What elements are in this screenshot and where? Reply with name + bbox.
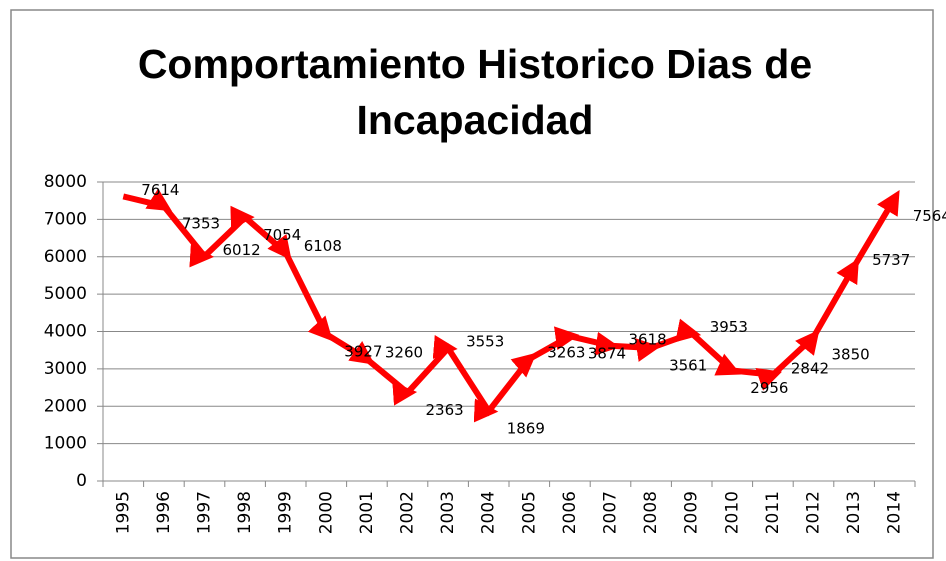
x-tick-label: 1995 [113,491,133,534]
data-label: 3850 [832,346,870,364]
x-tick-label: 2014 [885,491,905,534]
y-tick-label: 6000 [44,247,87,267]
data-label: 3260 [385,344,423,362]
y-tick-label: 3000 [44,359,87,379]
y-tick-label: 1000 [44,434,87,454]
x-tick-label: 2010 [722,491,742,534]
data-label: 7353 [182,215,220,233]
data-label: 2842 [791,359,829,377]
y-tick-label: 8000 [44,172,87,192]
x-tick-label: 2003 [438,491,458,534]
x-tick-label: 2013 [844,491,864,534]
data-label: 6108 [304,237,342,255]
x-tick-label: 1999 [276,491,296,534]
x-tick-label: 2005 [519,491,539,534]
data-label: 5737 [872,251,910,269]
data-label: 3263 [547,344,585,362]
data-label: 6012 [223,241,261,259]
x-tick-label: 2007 [601,491,621,534]
y-tick-label: 2000 [44,396,87,416]
x-tick-label: 2012 [804,491,824,534]
chart-title: Comportamiento Historico Dias de Incapac… [137,41,813,143]
data-label: 3953 [710,318,748,336]
x-tick-label: 2009 [682,491,702,534]
data-label: 2956 [750,379,788,397]
x-tick-label: 2006 [560,491,580,534]
data-label: 3874 [588,345,626,363]
x-tick-label: 1997 [195,491,215,534]
x-tick-label: 2004 [479,491,499,534]
data-label: 2363 [426,401,464,419]
data-label: 7614 [141,181,179,199]
y-tick-label: 0 [76,471,87,491]
data-label: 3561 [669,356,707,374]
data-label: 7564 [913,207,946,225]
x-tick-label: 2011 [763,491,783,534]
data-label: 3927 [344,343,382,361]
y-tick-label: 5000 [44,284,87,304]
data-label: 1869 [507,420,545,438]
x-tick-label: 1998 [235,491,255,534]
x-tick-label: 2001 [357,491,377,534]
data-line [122,188,900,423]
data-label: 7054 [263,226,301,244]
data-label: 3618 [629,330,667,348]
chart-frame [10,9,934,559]
y-tick-label: 7000 [44,209,87,229]
x-tick-label: 2000 [316,491,336,534]
x-tick-label: 2002 [398,491,418,534]
x-tick-label: 2008 [641,491,661,534]
y-tick-label: 4000 [44,322,87,342]
data-label: 3553 [466,333,504,351]
x-tick-label: 1996 [154,491,174,534]
